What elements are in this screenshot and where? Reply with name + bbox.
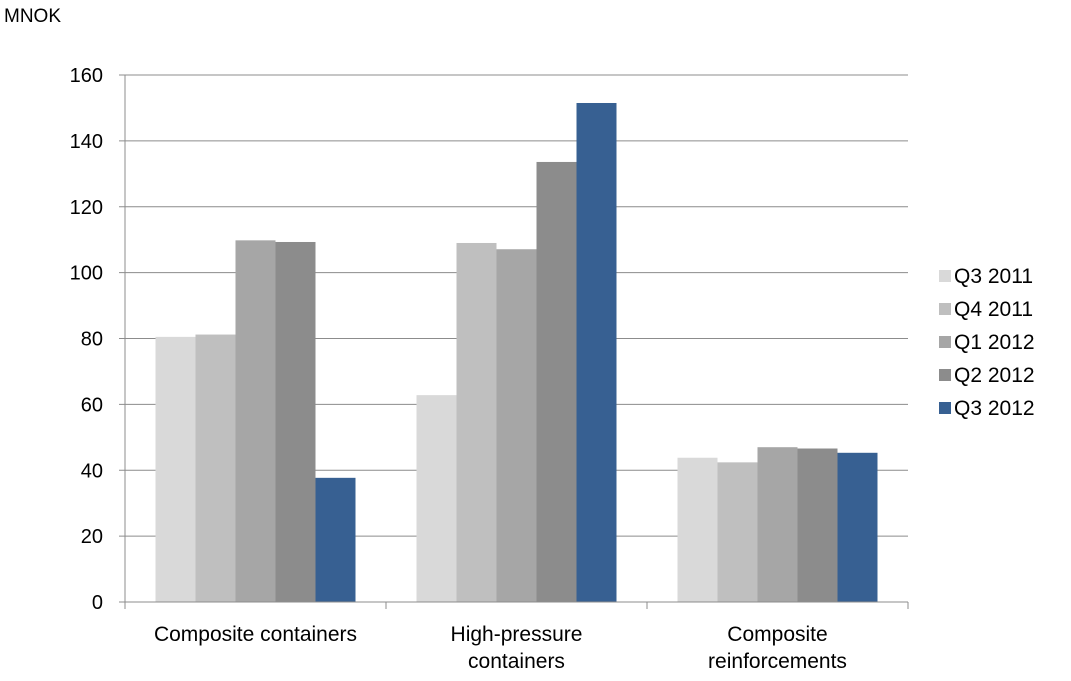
legend-label: Q3 2011 <box>954 265 1033 288</box>
bars <box>155 102 878 603</box>
bar-q2-2012 <box>797 448 838 602</box>
y-tick-label: 100 <box>70 263 103 285</box>
bar-q2-2012 <box>275 241 316 603</box>
legend-swatch <box>939 402 951 414</box>
legend-item: Q3 2011 <box>939 265 1033 288</box>
y-tick-labels: 0 20 40 60 80 100 120 140 160 <box>70 65 103 614</box>
bar-q1-2012 <box>235 240 276 602</box>
legend-item: Q4 2011 <box>939 298 1033 321</box>
legend-label: Q4 2011 <box>954 298 1033 321</box>
y-tick-label: 80 <box>81 329 103 351</box>
y-tick-label: 160 <box>70 65 103 87</box>
legend: Q3 2011 Q4 2011 Q1 2012 Q2 2012 Q3 2012 <box>939 265 1035 420</box>
y-tick-label: 0 <box>92 592 103 614</box>
bar-q1-2012 <box>757 447 798 602</box>
bar-q3-2012 <box>837 452 878 602</box>
x-category-label: reinforcements <box>708 650 847 673</box>
bar-q1-2012 <box>496 249 537 602</box>
x-category-label: Composite containers <box>154 623 357 646</box>
legend-item: Q2 2012 <box>939 364 1035 387</box>
axes <box>119 74 909 609</box>
bar-q3-2011 <box>155 336 196 602</box>
x-category-labels: Composite containers High-pressure contain… <box>154 623 847 673</box>
y-axis-unit-label: MNOK <box>4 6 61 27</box>
bar-q3-2012 <box>315 477 356 602</box>
bar-q3-2011 <box>416 395 457 602</box>
bar-q3-2012 <box>576 102 617 602</box>
y-tick-label: 140 <box>70 131 103 153</box>
bar-q3-2011 <box>677 457 718 602</box>
x-category-label: Composite <box>727 623 827 646</box>
x-category-label: containers <box>468 650 565 673</box>
bar-q4-2011 <box>195 334 236 602</box>
legend-swatch <box>939 303 951 315</box>
legend-label: Q3 2012 <box>954 397 1035 420</box>
legend-swatch <box>939 336 951 348</box>
y-tick-label: 20 <box>81 526 103 548</box>
legend-swatch <box>939 369 951 381</box>
x-category-label: High-pressure <box>451 623 583 646</box>
y-tick-label: 120 <box>70 197 103 219</box>
legend-label: Q1 2012 <box>954 331 1035 354</box>
bar-q4-2011 <box>456 242 497 602</box>
bar-q4-2011 <box>717 462 758 602</box>
legend-label: Q2 2012 <box>954 364 1035 387</box>
y-tick-label: 60 <box>81 394 103 416</box>
legend-item: Q1 2012 <box>939 331 1035 354</box>
legend-item: Q3 2012 <box>939 397 1035 420</box>
bar-q2-2012 <box>536 161 577 602</box>
legend-swatch <box>939 270 951 282</box>
y-tick-label: 40 <box>81 460 103 482</box>
